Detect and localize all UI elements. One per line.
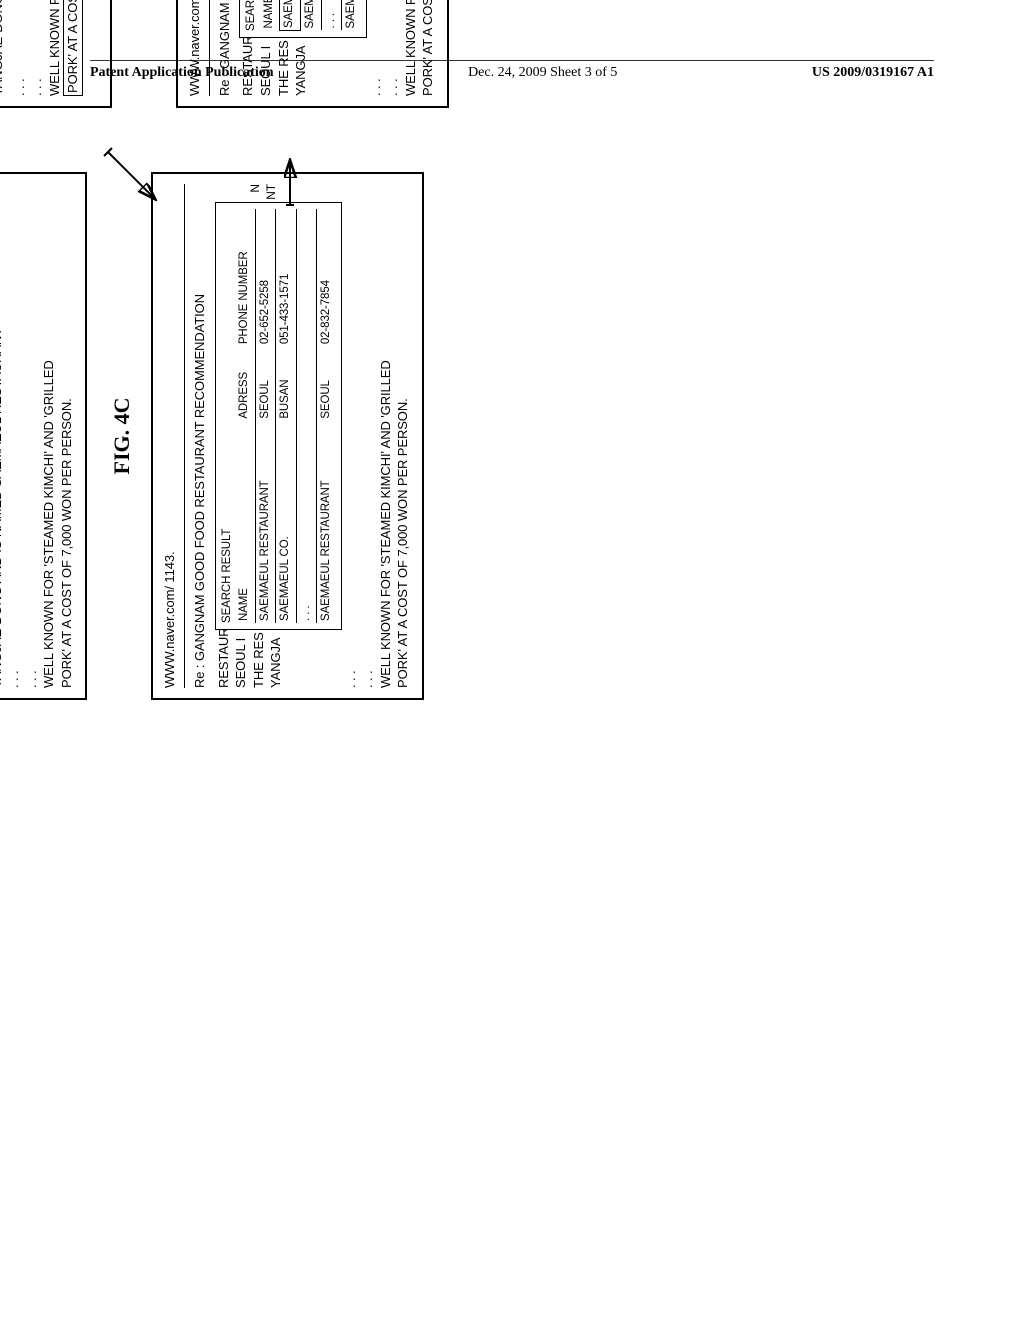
- trunc2: SEOUL I: [257, 38, 275, 96]
- table-row: SAEMAEUL CO. BUSAN 051-433-1571: [276, 209, 297, 623]
- wellknown-b: PORK' AT A COST OF 7,000 WON PER PERSON.: [58, 184, 76, 688]
- ellipsis: . .: [83, 0, 101, 96]
- th-name: NAME: [235, 421, 255, 623]
- arrow-b-to-c: [100, 140, 170, 210]
- search-result-title: SEARCH RESULT: [244, 0, 260, 31]
- table-row: SAEMAEUL RESTAURANT SEOUL 02-832-7854: [342, 0, 362, 31]
- search-result-table: NAME ADRESS PHONE NUMBER SAEMAEUL RESTAU…: [235, 209, 337, 623]
- wellknown-b: PORK' AT A COST OF 7,000 WON PER PERSON.: [394, 184, 412, 688]
- search-result-popup: SEARCH RESULT NAME ADRESS PHONE NUMBER S…: [239, 0, 366, 38]
- fig-4d-panel: WWW.naver.com/ 1143. Re : GANGNAM GOOD F…: [176, 0, 448, 108]
- th-name: NAME: [260, 0, 280, 31]
- wellknown-a: WELL KNOWN FOR 'STEAMED KIMCHI' AND: [46, 0, 64, 96]
- ellipsis: . . .: [28, 78, 46, 96]
- wellknown-a: WELL KNOWN FOR 'STEAMED KIMCHI' AND 'GRI…: [402, 0, 420, 96]
- wellknown-b-boxed: PORK' AT A COST OF 7,000 WON PER PERS: [63, 0, 83, 96]
- url-bar: WWW.naver.com/ 1143.: [186, 0, 210, 96]
- wellknown-b: PORK' AT A COST OF 7,000 WON PER PERSON.: [419, 0, 437, 96]
- ellipsis: . . .: [11, 78, 29, 96]
- table-row: SAEMAEUL RESTAURANT SEOUL 02-832-7854: [317, 209, 337, 623]
- table-row: SAEMAEUL CO. BUSAN 051-433-1571: [301, 0, 322, 31]
- header-right: US 2009/0319167 A1: [812, 65, 934, 81]
- th-addr: ADRESS: [235, 346, 255, 420]
- fig-4c-panel: WWW.naver.com/ 1143. Re : GANGNAM GOOD F…: [151, 172, 423, 700]
- ellipsis: . . .: [23, 184, 41, 688]
- rotated-figure-group: FIG. 4A WWW.naver.com/ 1143. Re : GANGNA…: [0, 0, 700, 700]
- table-row: SAEMAEUL RESTAURANT SEOUL 02-652-5258: [280, 0, 301, 31]
- ellipsis: . . .: [359, 184, 377, 688]
- selected-result[interactable]: SAEMAEUL RESTAURANT: [280, 0, 301, 31]
- search-result-popup: SEARCH RESULT NAME ADRESS PHONE NUMBER S…: [215, 202, 342, 630]
- trunc1: RESTAUR: [215, 630, 233, 688]
- search-result-title: SEARCH RESULT: [220, 209, 236, 623]
- fig-4a-panel: WWW.naver.com/ 1143. Re : GANGNAM GOOD F…: [0, 172, 87, 700]
- right-column: FIG. 4B WWW.naver.com/ 1143. Re : GANGNA…: [0, 0, 700, 108]
- trunc4: YANGJA: [267, 630, 285, 688]
- url-bar: WWW.naver.com/ 1143.: [161, 184, 185, 688]
- re-line: Re : GANGNAM GOOD FOOD RESTAURANT RECOMM…: [191, 184, 209, 688]
- wellknown-a: WELL KNOWN FOR 'STEAMED KIMCHI' AND 'GRI…: [377, 184, 395, 688]
- trunc4: YANGJA: [292, 38, 310, 96]
- re-line: Re : GANGNAM GOOD FOOD RESTAURANT RECOMM…: [216, 0, 234, 96]
- suffix-n: N: [247, 184, 263, 202]
- line2b: YANGJAE-DONG AND IS NAMED SAEMAEUL RESTA…: [0, 0, 7, 96]
- ellipsis: . . .: [384, 0, 402, 96]
- arrow-c-to-d: [270, 150, 310, 210]
- th-phone: PHONE NUMBER: [235, 209, 255, 346]
- trunc1: RESTAUR: [239, 38, 257, 96]
- trunc3: THE RES: [250, 630, 268, 688]
- wellknown-a: WELL KNOWN FOR 'STEAMED KIMCHI' AND 'GRI…: [40, 184, 58, 688]
- fig-4c-label: FIG. 4C: [109, 172, 135, 700]
- fig-4d-label: FIG. 4D: [134, 0, 160, 108]
- ellipsis: . . .: [5, 184, 23, 688]
- table-row: SAEMAEUL RESTAURANT SEOUL 02-652-5258: [255, 209, 276, 623]
- fig-4b-panel: WWW.naver.com/ 1143. Re : GANGNAM GOOD F…: [0, 0, 112, 108]
- trunc2: SEOUL I: [232, 630, 250, 688]
- arrow-a-to-b: [0, 150, 10, 210]
- left-column: FIG. 4A WWW.naver.com/ 1143. Re : GANGNA…: [0, 172, 700, 700]
- search-result-table: NAME ADRESS PHONE NUMBER SAEMAEUL RESTAU…: [260, 0, 362, 31]
- ellipsis: . . .: [342, 184, 360, 688]
- table-row: . . .: [296, 209, 317, 623]
- trunc3: THE RES: [275, 38, 293, 96]
- table-row: . . .: [321, 0, 342, 31]
- ellipsis: . . .: [367, 0, 385, 96]
